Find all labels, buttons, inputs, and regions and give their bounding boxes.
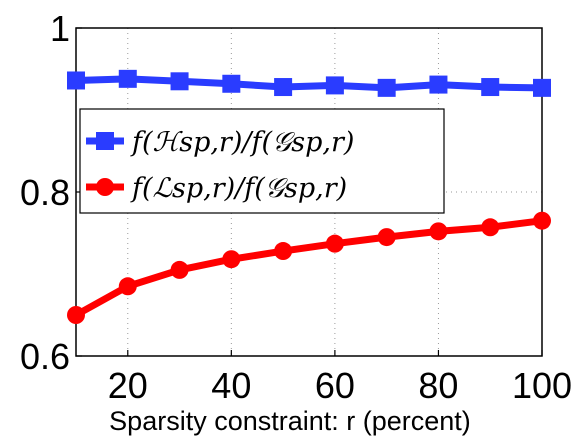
legend-box	[79, 108, 445, 214]
data-point	[325, 234, 344, 253]
series-line	[75, 75, 543, 92]
data-point	[533, 211, 551, 230]
series-layer	[67, 69, 551, 324]
data-point	[170, 72, 189, 91]
data-point	[222, 74, 241, 93]
series-line	[74, 217, 543, 319]
data-point	[377, 78, 396, 97]
legend: f(ℋsp,r)/f(𝒢sp,r) f(ℒsp,r)/f(𝒢sp,r)	[79, 108, 445, 214]
tick-labels: 20 40 60 80 100 0.6 0.8 1	[20, 8, 572, 406]
legend-marker	[96, 132, 114, 150]
x-tick-label: 20	[108, 365, 148, 406]
legend-marker	[96, 178, 114, 196]
data-point	[533, 78, 551, 97]
y-tick-label: 0.8	[20, 172, 70, 213]
data-point	[67, 71, 85, 90]
legend-entry-2: f(ℒsp,r)/f(𝒢sp,r)	[86, 173, 347, 204]
data-point	[170, 260, 189, 279]
legend-entry-1: f(ℋsp,r)/f(𝒢sp,r)	[86, 127, 354, 158]
data-point	[118, 277, 137, 296]
y-tick-label: 0.6	[20, 336, 70, 377]
x-tick-label: 40	[211, 365, 251, 406]
data-point	[481, 218, 500, 237]
legend-label: f(ℒsp,r)/f(𝒢sp,r)	[130, 173, 347, 204]
x-tick-label: 60	[315, 365, 355, 406]
x-axis-label: Sparsity constraint: r (percent)	[109, 406, 471, 436]
data-point	[377, 228, 396, 247]
x-tick-label: 80	[418, 365, 458, 406]
legend-label: f(ℋsp,r)/f(𝒢sp,r)	[130, 127, 354, 158]
x-tick-label: 100	[512, 365, 572, 406]
series-2	[67, 211, 551, 324]
data-point	[274, 78, 293, 97]
data-point	[222, 250, 241, 269]
data-point	[67, 306, 85, 324]
y-tick-label: 1	[50, 8, 70, 49]
data-point	[429, 222, 448, 241]
data-point	[481, 78, 500, 97]
series-1	[67, 69, 551, 97]
data-point	[118, 69, 137, 88]
data-point	[325, 76, 344, 95]
data-point	[429, 75, 448, 94]
data-point	[274, 242, 293, 261]
